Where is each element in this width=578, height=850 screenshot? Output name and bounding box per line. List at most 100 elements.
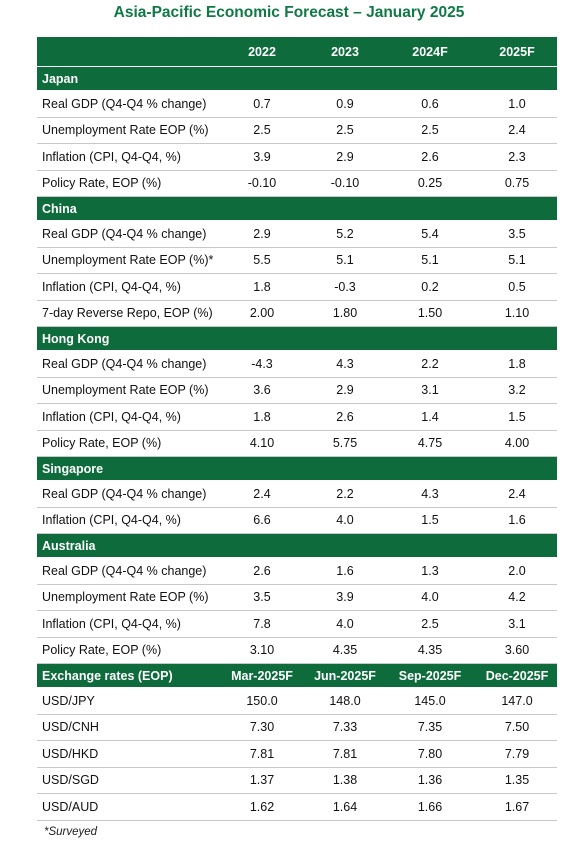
data-row: Policy Rate, EOP (%) -0.10 -0.10 0.25 0.75: [37, 171, 557, 197]
row-label: Inflation (CPI, Q4-Q4, %): [42, 513, 181, 528]
cell-value: 5.1: [336, 253, 354, 268]
row-label: Policy Rate, EOP (%): [42, 436, 162, 451]
cell-value: 2.9: [253, 226, 271, 241]
cell-value: 4.00: [504, 436, 530, 451]
cell-value: 2.5: [253, 123, 271, 138]
section-row: Japan: [37, 67, 557, 91]
section-row: Australia: [37, 534, 557, 558]
cell-value: 0.5: [508, 279, 526, 294]
cell-value: -0.3: [334, 279, 356, 294]
cell-value: 1.10: [504, 306, 530, 321]
cell-value: 7.80: [417, 746, 443, 761]
data-row: USD/CNH 7.30 7.33 7.35 7.50: [37, 715, 557, 741]
cell-value: 2.6: [253, 563, 271, 578]
cell-value: 2.9: [336, 149, 354, 164]
cell-value: 2.4: [508, 123, 526, 138]
section-row: Exchange rates (EOP) Mar-2025F Jun-2025F Se…: [37, 664, 557, 688]
row-label: Real GDP (Q4-Q4 % change): [42, 563, 207, 578]
cell-value: 1.67: [504, 799, 530, 814]
cell-value: 3.10: [249, 643, 275, 658]
row-label: Real GDP (Q4-Q4 % change): [42, 226, 207, 241]
cell-value: 5.4: [421, 226, 439, 241]
cell-value: 148.0: [329, 693, 361, 708]
data-row: Unemployment Rate EOP (%)* 5.5 5.1 5.1 5.1: [37, 248, 557, 274]
cell-value: 1.66: [417, 799, 443, 814]
section-name: Hong Kong: [42, 331, 110, 346]
data-row: Inflation (CPI, Q4-Q4, %) 3.9 2.9 2.6 2.3: [37, 144, 557, 171]
data-row: Real GDP (Q4-Q4 % change) -4.3 4.3 2.2 1.8: [37, 351, 557, 378]
data-row: Inflation (CPI, Q4-Q4, %) 1.8 2.6 1.4 1.5: [37, 404, 557, 431]
data-row: Policy Rate, EOP (%) 4.10 5.75 4.75 4.00: [37, 431, 557, 457]
cell-value: 5.75: [332, 436, 358, 451]
cell-value: 3.9: [336, 590, 354, 605]
section-name: Singapore: [42, 461, 104, 476]
cell-value: 2.4: [253, 486, 271, 501]
cell-value: 4.35: [417, 643, 443, 658]
row-label: Real GDP (Q4-Q4 % change): [42, 96, 207, 111]
cell-value: -0.10: [330, 176, 360, 191]
section-row: Singapore: [37, 457, 557, 481]
cell-value: 7.35: [417, 720, 443, 735]
cell-value: 3.5: [253, 590, 271, 605]
row-label: Unemployment Rate EOP (%): [42, 590, 209, 605]
row-label: Inflation (CPI, Q4-Q4, %): [42, 279, 181, 294]
cell-value: 4.3: [336, 356, 354, 371]
cell-value: 3.2: [508, 383, 526, 398]
row-label: Policy Rate, EOP (%): [42, 643, 162, 658]
cell-value: 4.3: [421, 486, 439, 501]
row-label: Real GDP (Q4-Q4 % change): [42, 486, 207, 501]
section-name: China: [42, 201, 77, 216]
row-label: Unemployment Rate EOP (%): [42, 383, 209, 398]
row-label: USD/AUD: [42, 799, 99, 814]
data-row: USD/JPY 150.0 148.0 145.0 147.0: [37, 688, 557, 715]
cell-value: 3.60: [504, 643, 530, 658]
cell-value: 2.0: [508, 563, 526, 578]
cell-value: -0.10: [247, 176, 277, 191]
cell-value: 1.3: [421, 563, 439, 578]
cell-value: 1.64: [332, 799, 358, 814]
data-row: USD/SGD 1.37 1.38 1.36 1.35: [37, 768, 557, 794]
cell-value: 0.6: [421, 96, 439, 111]
section-row: China: [37, 197, 557, 221]
cell-value: 1.38: [332, 773, 358, 788]
cell-value: 3.6: [253, 383, 271, 398]
data-row: USD/AUD 1.62 1.64 1.66 1.67: [37, 794, 557, 821]
cell-value: 2.5: [336, 123, 354, 138]
cell-value: 1.8: [253, 409, 271, 424]
cell-value: 1.8: [253, 279, 271, 294]
data-row: Real GDP (Q4-Q4 % change) 2.6 1.6 1.3 2.0: [37, 558, 557, 585]
cell-value: 1.5: [421, 513, 439, 528]
row-label: USD/JPY: [42, 693, 95, 708]
cell-value: 4.0: [336, 513, 354, 528]
header-row: 2022 2023 2024F 2025F: [37, 37, 557, 67]
cell-value: 7.81: [249, 746, 275, 761]
row-label: Inflation (CPI, Q4-Q4, %): [42, 616, 181, 631]
data-row: Inflation (CPI, Q4-Q4, %) 7.8 4.0 2.5 3.1: [37, 611, 557, 638]
cell-value: 4.10: [249, 436, 275, 451]
section-name: Australia: [42, 538, 96, 553]
row-label: USD/CNH: [42, 720, 99, 735]
cell-value: 1.5: [508, 409, 526, 424]
cell-value: 7.79: [504, 746, 530, 761]
cell-value: 4.2: [508, 590, 526, 605]
cell-value: 1.36: [417, 773, 443, 788]
data-row: USD/HKD 7.81 7.81 7.80 7.79: [37, 741, 557, 768]
cell-value: 1.6: [508, 513, 526, 528]
cell-value: 0.25: [417, 176, 443, 191]
cell-value: 3.5: [508, 226, 526, 241]
column-header: 2022: [248, 44, 276, 59]
cell-value: 2.6: [421, 149, 439, 164]
row-label: Unemployment Rate EOP (%): [42, 123, 209, 138]
cell-value: 7.30: [249, 720, 275, 735]
cell-value: 3.1: [421, 383, 439, 398]
cell-value: 6.6: [253, 513, 271, 528]
row-label: Real GDP (Q4-Q4 % change): [42, 356, 207, 371]
cell-value: 1.37: [249, 773, 275, 788]
cell-value: 2.00: [249, 306, 275, 321]
cell-value: 4.75: [417, 436, 443, 451]
cell-value: 0.75: [504, 176, 530, 191]
data-row: Real GDP (Q4-Q4 % change) 2.4 2.2 4.3 2.4: [37, 481, 557, 508]
cell-value: 7.81: [332, 746, 358, 761]
cell-value: 0.9: [336, 96, 354, 111]
